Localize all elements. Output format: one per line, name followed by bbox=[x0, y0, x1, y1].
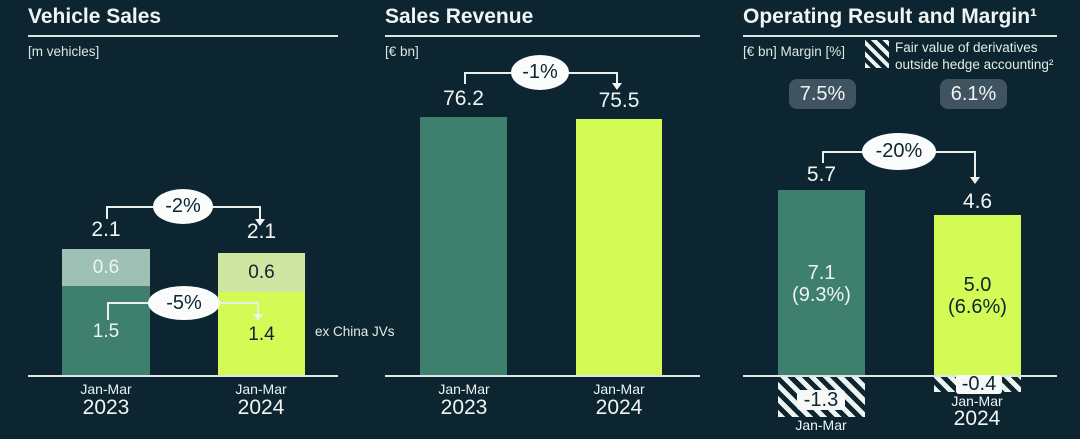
unit-label: [m vehicles] bbox=[28, 44, 100, 59]
bracket-tick bbox=[822, 151, 824, 163]
change-badge: -5% bbox=[148, 286, 220, 320]
change-label: -5% bbox=[166, 291, 202, 314]
bar-value-label: 75.5 bbox=[598, 89, 640, 112]
sales-revenue-chart: Sales Revenue [€ bn] -1% 76.2 75.5 Jan-M… bbox=[385, 0, 700, 439]
chart-title: Vehicle Sales bbox=[28, 5, 162, 28]
stacked-bar-2024: 0.6 1.4 bbox=[218, 253, 305, 377]
x-tick-year: 2023 bbox=[82, 396, 130, 419]
bar-value: 5.0 bbox=[963, 274, 992, 296]
bar-margin: (6.6%) bbox=[948, 296, 1007, 318]
x-tick-period: Jan-Mar bbox=[593, 381, 645, 397]
legend-line: outside hedge accounting² bbox=[895, 57, 1054, 72]
x-tick-year: 2023 bbox=[761, 437, 881, 439]
stacked-bar-2023: 0.6 1.5 bbox=[62, 249, 150, 377]
arrow-down-icon bbox=[253, 314, 263, 321]
margin-badge-2023: 7.5% bbox=[789, 79, 856, 109]
x-tick-period: Jan-Mar bbox=[80, 381, 132, 397]
x-tick-year: 2024 bbox=[237, 396, 285, 419]
bar-2023 bbox=[420, 117, 507, 377]
title-underline bbox=[28, 35, 338, 37]
legend-line: Fair value of derivatives bbox=[895, 40, 1038, 55]
unit-label: [€ bn] Margin [%] bbox=[743, 44, 846, 59]
arrow-down-icon bbox=[255, 219, 265, 226]
arrow-line bbox=[257, 302, 259, 315]
in-bar-label: 5.0 (6.6%) bbox=[934, 215, 1021, 377]
bar-segment-top: 0.6 bbox=[62, 249, 150, 286]
x-axis-line bbox=[743, 375, 1057, 377]
arrow-line bbox=[616, 72, 618, 84]
segment-value: 1.5 bbox=[92, 320, 120, 342]
segment-value: 1.4 bbox=[248, 323, 275, 345]
legend-text: Fair value of derivatives outside hedge … bbox=[895, 39, 1070, 73]
in-bar-label: 7.1 (9.3%) bbox=[778, 190, 865, 377]
x-tick-year: 2024 bbox=[595, 396, 643, 419]
margin-badge-2024: 6.1% bbox=[940, 79, 1007, 109]
chart-title: Sales Revenue bbox=[385, 5, 534, 28]
bar-2024 bbox=[576, 119, 662, 377]
change-label: -1% bbox=[522, 61, 558, 83]
x-tick-period: Jan-Mar bbox=[438, 381, 490, 397]
bar-value: 7.1 bbox=[807, 261, 836, 284]
x-axis-line bbox=[385, 375, 700, 377]
bar-value-label: 76.2 bbox=[443, 87, 484, 110]
chart-title: Operating Result and Margin¹ bbox=[743, 5, 1038, 28]
arrow-down-icon bbox=[612, 83, 622, 90]
arrow-line bbox=[974, 151, 976, 178]
bar-segment-top: 0.6 bbox=[218, 253, 305, 292]
arrow-line bbox=[259, 206, 261, 220]
bracket-tick bbox=[107, 302, 109, 320]
hatch-legend-icon bbox=[865, 40, 889, 68]
bracket-tick bbox=[464, 72, 466, 84]
title-underline bbox=[385, 35, 700, 37]
x-tick-year: 2023 bbox=[440, 396, 488, 419]
segment-value: 0.6 bbox=[92, 256, 120, 278]
x-tick-period: Jan-Mar bbox=[951, 393, 1003, 409]
change-badge: -20% bbox=[862, 133, 936, 170]
x-axis-line bbox=[28, 375, 338, 377]
bar-segment-bottom: 1.5 bbox=[62, 286, 150, 377]
x-tick-period: Jan-Mar bbox=[795, 417, 847, 433]
change-badge: -2% bbox=[153, 189, 213, 224]
fair-value-label-2024: -0.4 bbox=[956, 373, 1002, 395]
change-badge: -1% bbox=[511, 55, 569, 90]
change-label: -20% bbox=[875, 140, 923, 162]
title-underline bbox=[743, 35, 1057, 37]
segment-value: 0.6 bbox=[248, 261, 275, 283]
bar-2024: 5.0 (6.6%) bbox=[934, 215, 1021, 377]
unit-label: [€ bn] bbox=[385, 44, 419, 59]
x-tick-year: 2024 bbox=[953, 407, 1001, 430]
arrow-down-icon bbox=[970, 177, 980, 184]
bar-margin: (9.3%) bbox=[792, 283, 851, 306]
bar-segment-bottom: 1.4 bbox=[218, 292, 305, 377]
bracket-tick bbox=[106, 206, 108, 219]
bar-total-label: 5.7 bbox=[806, 163, 837, 186]
x-tick-period: Jan-Mar bbox=[235, 381, 287, 397]
change-label: -2% bbox=[165, 195, 201, 217]
bar-total-label: 4.6 bbox=[962, 190, 993, 213]
bar-2023: 7.1 (9.3%) bbox=[778, 190, 865, 377]
fair-value-label-2023: -1.3 bbox=[797, 389, 845, 411]
operating-result-chart: Operating Result and Margin¹ [€ bn] Marg… bbox=[743, 0, 1057, 439]
ex-china-jvs-note: ex China JVs bbox=[315, 324, 395, 339]
bar-total-label: 2.1 bbox=[91, 218, 121, 241]
bar-total-label: 2.1 bbox=[246, 220, 277, 243]
vehicle-sales-chart: Vehicle Sales [m vehicles] -2% 2.1 2.1 0… bbox=[28, 0, 395, 439]
